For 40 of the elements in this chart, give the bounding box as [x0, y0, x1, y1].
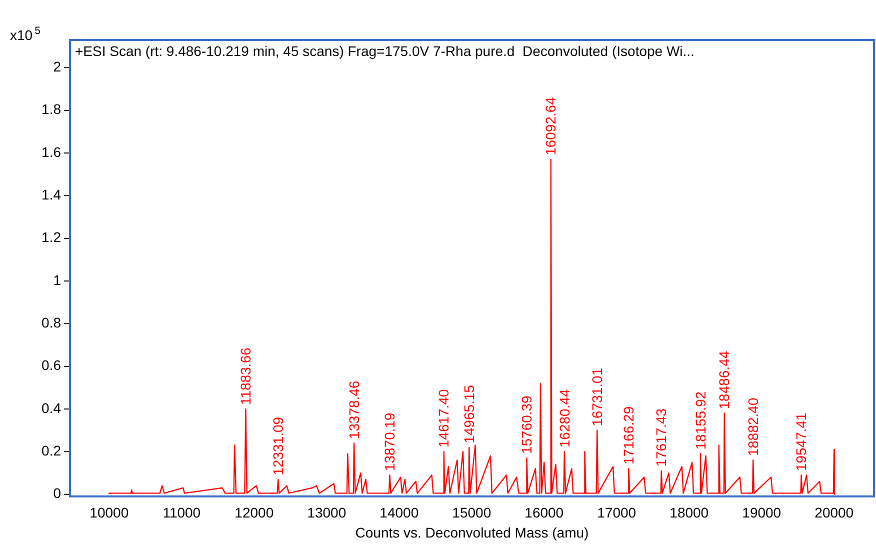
annotation: 16280.44: [556, 389, 572, 448]
x-tick-label: 19000: [742, 504, 782, 521]
y-tick-label: 0.8: [42, 314, 62, 331]
annotation: 19547.41: [793, 412, 810, 472]
y-tick-label: 0: [53, 485, 62, 502]
annotation: 17166.29: [620, 406, 637, 465]
y-tick-label: 1: [53, 272, 62, 288]
annotation: 16092.64: [542, 96, 559, 156]
y-tick-label: 1.4: [42, 186, 62, 203]
x-tick-label: 17000: [597, 504, 636, 521]
annotation: 12331.09: [270, 416, 286, 476]
annotation: 11883.66: [238, 347, 254, 405]
x-axis-title: Counts vs. Deconvoluted Mass (amu): [355, 524, 589, 540]
y-tick-label: 1.8: [42, 101, 62, 118]
y-tick-label: 0.6: [42, 357, 62, 374]
x-tick-label: 10000: [90, 504, 129, 521]
x-tick-label: 13000: [307, 504, 346, 521]
annotation: 13870.19: [382, 412, 398, 472]
annotation: 18155.92: [692, 391, 708, 450]
annotation: 18486.44: [716, 350, 732, 410]
x-tick-label: 15000: [452, 504, 492, 521]
x-tick-label: 18000: [670, 504, 709, 521]
x-tick-label: 14000: [380, 504, 419, 521]
chart-title: +ESI Scan (rt: 9.486-10.219 min, 45 scans) Frag=175.0V 7-Rha pure.d Deconvoluted (Isotope Wi...: [75, 42, 694, 59]
annotation: 14965.15: [460, 384, 477, 444]
y-tick-label: 0.2: [42, 442, 62, 458]
annotation: 18882.40: [744, 398, 761, 456]
x-tick-label: 12000: [234, 504, 274, 521]
annotation: 15760.39: [518, 395, 535, 454]
x-tick-label: 11000: [162, 504, 201, 521]
annotation: 16731.01: [588, 368, 605, 426]
y-tick-label: 1.6: [42, 144, 62, 160]
y-tick-label: 1.2: [42, 229, 62, 246]
y-tick-label: 0.4: [42, 400, 62, 416]
annotation: 17617.43: [653, 408, 670, 467]
x-tick-label: 16000: [524, 504, 564, 521]
x-tick-label: 20000: [814, 504, 854, 521]
annotation: 13378.46: [346, 380, 362, 440]
annotation: 14617.40: [436, 389, 452, 448]
y-tick-label: 2: [53, 58, 62, 75]
